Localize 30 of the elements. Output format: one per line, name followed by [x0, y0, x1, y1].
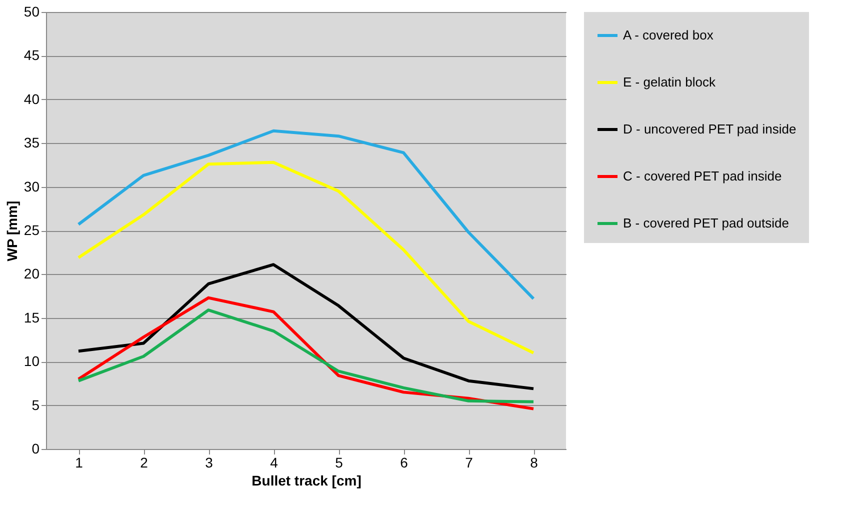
y-tick-label: 20 [24, 266, 40, 282]
line-series [77, 263, 535, 390]
x-tick-label: 6 [400, 454, 408, 470]
legend-label: E - gelatin block [623, 74, 716, 90]
legend-label: D - uncovered PET pad inside [623, 122, 796, 136]
x-axis-title: Bullet track [cm] [252, 472, 362, 488]
y-tick-label: 25 [24, 222, 40, 238]
x-tick-label: 8 [530, 454, 538, 470]
y-tick-label: 10 [24, 353, 40, 370]
y-tick-label: 0 [32, 440, 40, 456]
x-tick-label: 4 [270, 454, 278, 470]
x-tick-label: 3 [205, 454, 214, 470]
y-tick-label: 5 [32, 396, 40, 413]
y-tick-label: 40 [24, 90, 40, 107]
line-series [77, 129, 535, 300]
y-tick-label: 15 [24, 309, 40, 326]
y-axis-title: WP [mm] [4, 200, 20, 262]
legend-label: C - covered PET pad inside [623, 168, 782, 184]
x-tick-label: 2 [140, 454, 148, 470]
line-series [77, 160, 535, 354]
x-tick-label: 1 [75, 454, 84, 470]
y-tick-label: 30 [24, 178, 40, 194]
legend-label: B - covered PET pad outside [623, 216, 789, 230]
y-tick-label: 35 [24, 134, 40, 151]
x-tick-label: 5 [335, 454, 344, 470]
x-tick-label: 7 [465, 454, 474, 470]
legend-label: A - covered box [623, 28, 714, 42]
line-series [77, 308, 535, 404]
y-tick-label: 50 [24, 4, 40, 20]
y-tick-label: 45 [24, 47, 40, 64]
